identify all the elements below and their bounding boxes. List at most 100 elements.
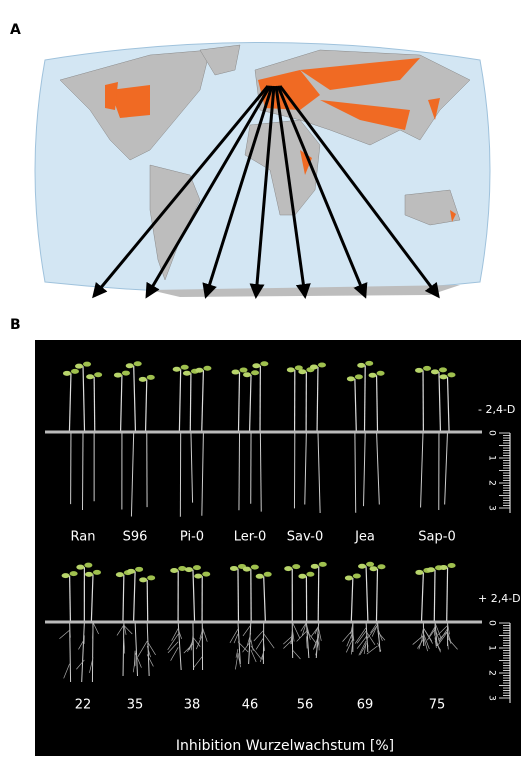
leaf	[243, 567, 251, 572]
ruler-label: 3	[487, 695, 497, 701]
leaf	[202, 572, 210, 577]
condition-label: - 2,4-D	[478, 403, 515, 416]
leaf	[84, 563, 92, 568]
leaf	[75, 364, 83, 369]
leaf	[345, 575, 353, 580]
leaf	[240, 368, 248, 373]
inhibition-value: 46	[242, 698, 259, 713]
leaf	[310, 364, 318, 369]
leaf	[135, 567, 143, 572]
condition-label: + 2,4-D	[478, 592, 521, 605]
leaf	[415, 570, 423, 575]
leaf	[122, 371, 130, 376]
stem	[70, 576, 71, 622]
leaf	[357, 363, 365, 368]
leaf	[369, 373, 377, 378]
leaf	[287, 367, 295, 372]
ruler-label: 0	[487, 620, 497, 626]
ruler-label: 2	[487, 670, 497, 676]
leaf	[440, 565, 448, 570]
stem	[190, 373, 191, 432]
leaf	[170, 568, 178, 573]
leaf	[439, 367, 447, 372]
leaf	[448, 563, 456, 568]
leaf	[292, 564, 300, 569]
leaf	[319, 562, 327, 567]
leaf	[440, 374, 448, 379]
leaf	[353, 573, 361, 578]
leaf	[415, 368, 423, 373]
leaf	[365, 361, 373, 366]
leaf	[423, 366, 431, 371]
leaf	[230, 566, 238, 571]
leaf	[264, 572, 272, 577]
root	[82, 432, 83, 510]
leaf	[86, 374, 94, 379]
leaf	[252, 363, 260, 368]
leaf	[318, 362, 326, 367]
accession-label: Ran	[71, 530, 96, 545]
root	[239, 432, 240, 510]
leaf	[62, 573, 70, 578]
leaf	[94, 372, 102, 377]
leaf	[139, 577, 147, 582]
ruler-label: 0	[487, 430, 497, 436]
leaf	[83, 362, 91, 367]
leaf	[251, 565, 259, 570]
leaf	[251, 370, 259, 375]
stem	[318, 566, 319, 622]
accession-label: Pi-0	[180, 530, 204, 545]
stem	[365, 365, 366, 432]
leaf	[355, 374, 363, 379]
leaf	[63, 371, 71, 376]
leaf	[232, 370, 240, 375]
leaf	[311, 564, 319, 569]
leaf	[173, 367, 181, 372]
leaf	[377, 564, 385, 569]
inhibition-value: 75	[429, 698, 446, 713]
leaf	[448, 372, 456, 377]
leaf	[183, 371, 191, 376]
leaf	[134, 361, 142, 366]
inhibition-value: 38	[184, 698, 201, 713]
leaf	[347, 376, 355, 381]
accession-label: Sap-0	[418, 530, 455, 545]
ruler-label: 1	[487, 455, 497, 461]
leaf	[127, 569, 135, 574]
leaf	[70, 571, 78, 576]
leaf	[260, 361, 268, 366]
leaf	[114, 373, 122, 378]
leaf	[185, 567, 193, 572]
leaf	[369, 566, 377, 571]
leaf	[76, 565, 84, 570]
leaf	[243, 372, 251, 377]
leaf	[203, 366, 211, 371]
accession-label: Jea	[354, 530, 375, 545]
leaf	[178, 566, 186, 571]
leaf	[181, 365, 189, 370]
leaf	[195, 368, 203, 373]
leaf	[256, 574, 264, 579]
panel-label: A	[10, 22, 21, 38]
ruler-label: 1	[487, 645, 497, 651]
leaf	[284, 566, 292, 571]
leaf	[93, 570, 101, 575]
leaf	[126, 363, 134, 368]
accession-label: S96	[123, 530, 148, 545]
leaf	[427, 567, 435, 572]
leaf	[116, 572, 124, 577]
leaf	[194, 574, 202, 579]
ruler-label: 2	[487, 480, 497, 486]
leaf	[193, 565, 201, 570]
world-map	[35, 43, 490, 298]
caption: Inhibition Wurzelwachstum [%]	[176, 738, 394, 754]
ruler-label: 3	[487, 505, 497, 511]
leaf	[298, 369, 306, 374]
leaf	[377, 371, 385, 376]
stem	[94, 377, 95, 432]
stem	[238, 568, 239, 622]
stem	[434, 570, 435, 622]
leaf	[306, 572, 314, 577]
stem	[147, 580, 148, 622]
